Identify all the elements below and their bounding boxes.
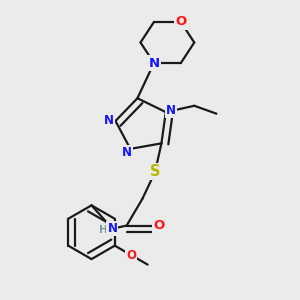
Text: O: O	[175, 16, 187, 28]
Text: S: S	[150, 164, 160, 179]
Text: H: H	[99, 225, 107, 235]
Text: O: O	[153, 219, 164, 232]
Text: N: N	[107, 222, 117, 235]
Text: N: N	[104, 115, 114, 128]
Text: N: N	[122, 146, 132, 158]
Text: N: N	[148, 56, 160, 70]
Text: O: O	[126, 249, 136, 262]
Text: N: N	[166, 104, 176, 117]
